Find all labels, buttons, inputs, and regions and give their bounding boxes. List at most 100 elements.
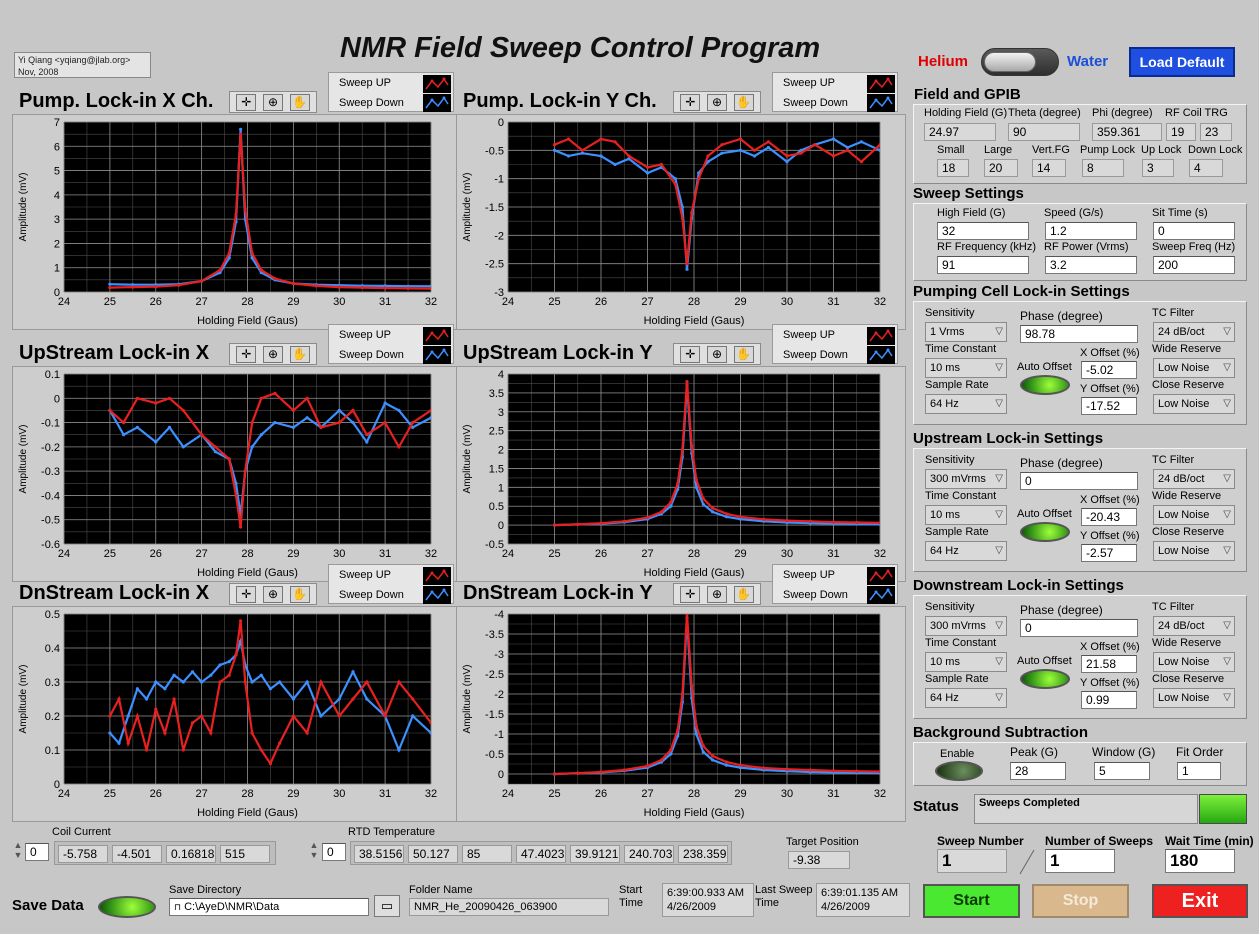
up-wide-reserve-select[interactable]: Low Noise ▽ (1153, 505, 1235, 525)
stop-button[interactable]: Stop (1032, 884, 1129, 918)
zoom-icon[interactable]: ⊕ (262, 585, 283, 603)
pump-auto-offset-toggle[interactable] (1020, 375, 1070, 395)
down-close-reserve-select[interactable]: Low Noise ▽ (1153, 688, 1235, 708)
graph-title: UpStream Lock-in Y (463, 342, 653, 364)
save-data-toggle[interactable] (98, 896, 156, 918)
zoom-icon[interactable]: ⊕ (706, 345, 727, 363)
down-tc-filter-label: TC Filter (1152, 601, 1195, 613)
pump-wide-reserve-select[interactable]: Low Noise ▽ (1153, 358, 1235, 378)
bg-fit-order-input[interactable]: 1 (1177, 762, 1221, 780)
data-point (720, 143, 724, 147)
save-directory-input[interactable]: ⊓ C:\AyeD\NMR\Data (169, 898, 369, 916)
pan-hand-icon[interactable]: ✋ (289, 585, 310, 603)
sweep-freq-label: Sweep Freq (Hz) (1152, 241, 1236, 253)
pan-hand-icon[interactable]: ✋ (289, 93, 310, 111)
number-of-sweeps-input[interactable]: 1 (1045, 849, 1115, 873)
down-x-offset-input[interactable]: 21.58 (1081, 655, 1137, 673)
x-tick-label: 26 (595, 548, 607, 560)
up-x-offset-input[interactable]: -20.43 (1081, 508, 1137, 526)
bg-peak-input[interactable]: 28 (1010, 762, 1066, 780)
exit-button[interactable]: Exit (1152, 884, 1248, 918)
data-point (243, 680, 247, 684)
down-y-offset-input[interactable]: 0.99 (1081, 691, 1137, 709)
down-sample-rate-select[interactable]: 64 Hz ▽ (925, 688, 1007, 708)
data-point (724, 512, 729, 516)
down-auto-offset-toggle[interactable] (1020, 669, 1070, 689)
up-auto-offset-toggle[interactable] (1020, 522, 1070, 542)
data-point (738, 148, 743, 152)
pump-phase-input[interactable]: 98.78 (1020, 325, 1138, 343)
pan-hand-icon[interactable]: ✋ (733, 345, 754, 363)
coil-index-spinner-icon[interactable]: ▲ ▼ (13, 840, 23, 860)
pump-close-reserve-select[interactable]: Low Noise ▽ (1153, 394, 1235, 414)
crosshair-icon[interactable]: ✛ (680, 93, 701, 111)
sweep-freq-input[interactable]: 200 (1153, 256, 1235, 274)
up-time-constant-select[interactable]: 10 ms ▽ (925, 505, 1007, 525)
graph-svg: 24 25 26 27 28 29 30 31 32 0 1 2 3 4 5 6 7 Holding Field … (18, 117, 437, 327)
up-phase-input[interactable]: 0 (1020, 472, 1138, 490)
zoom-icon[interactable]: ⊕ (262, 345, 283, 363)
crosshair-icon[interactable]: ✛ (680, 345, 701, 363)
start-button[interactable]: Start (923, 884, 1020, 918)
pump-sample-rate-select[interactable]: 64 Hz ▽ (925, 394, 1007, 414)
down-sensitivity-select[interactable]: 300 mVrms ▽ (925, 616, 1007, 636)
y-tick-label: -3.5 (485, 629, 504, 641)
mode-switch[interactable] (981, 48, 1059, 76)
data-point (383, 286, 387, 290)
x-tick-label: 26 (595, 296, 607, 308)
data-point (669, 504, 673, 508)
crosshair-icon[interactable]: ✛ (236, 93, 257, 111)
browse-folder-icon[interactable]: ▭ (374, 895, 400, 917)
rf-power-input[interactable]: 3.2 (1045, 256, 1137, 274)
pump-time-constant-select[interactable]: 10 ms ▽ (925, 358, 1007, 378)
y-tick-label: 0 (498, 769, 504, 781)
y-tick-label: 3 (498, 407, 504, 419)
crosshair-icon[interactable]: ✛ (680, 585, 701, 603)
pan-hand-icon[interactable]: ✋ (733, 93, 754, 111)
rtd-index-spinner-icon[interactable]: ▲ ▼ (309, 840, 319, 860)
bg-enable-toggle[interactable] (935, 761, 983, 781)
zoom-icon[interactable]: ⊕ (262, 93, 283, 111)
x-tick-label: 24 (502, 548, 514, 560)
up-tc-filter-select[interactable]: 24 dB/oct ▽ (1153, 469, 1235, 489)
data-point (859, 140, 863, 144)
down-time-constant-select[interactable]: 10 ms ▽ (925, 652, 1007, 672)
up-time-constant-value: 10 ms (930, 509, 960, 521)
load-default-button[interactable]: Load Default (1129, 47, 1235, 77)
coil-index-input[interactable]: 0 (25, 843, 49, 861)
pump-sensitivity-select[interactable]: 1 Vrms ▽ (925, 322, 1007, 342)
up-close-reserve-select[interactable]: Low Noise ▽ (1153, 541, 1235, 561)
sit-time-input[interactable]: 0 (1153, 222, 1235, 240)
up-sensitivity-select[interactable]: 300 mVrms ▽ (925, 469, 1007, 489)
crosshair-icon[interactable]: ✛ (236, 345, 257, 363)
bg-window-input[interactable]: 5 (1094, 762, 1150, 780)
data-point (397, 748, 401, 752)
y-tick-label: -0.5 (485, 145, 504, 157)
data-point (200, 714, 204, 718)
rf-frequency-input[interactable]: 91 (937, 256, 1029, 274)
crosshair-icon[interactable]: ✛ (236, 585, 257, 603)
pump-y-offset-input[interactable]: -17.52 (1081, 397, 1137, 415)
pan-hand-icon[interactable]: ✋ (733, 585, 754, 603)
pump-tc-filter-select[interactable]: 24 dB/oct ▽ (1153, 322, 1235, 342)
x-tick-label: 29 (287, 548, 299, 560)
wait-time-input[interactable]: 180 (1165, 849, 1235, 873)
mode-switch-knob[interactable] (984, 52, 1036, 72)
zoom-icon[interactable]: ⊕ (706, 93, 727, 111)
down-wide-reserve-select[interactable]: Low Noise ▽ (1153, 652, 1235, 672)
rtd-index-input[interactable]: 0 (322, 843, 346, 861)
speed-input[interactable]: 1.2 (1045, 222, 1137, 240)
data-point (250, 256, 254, 260)
down-close-reserve-label: Close Reserve (1152, 673, 1225, 685)
up-x-offset-label: X Offset (%) (1080, 494, 1140, 506)
down-tc-filter-select[interactable]: 24 dB/oct ▽ (1153, 616, 1235, 636)
up-y-offset-input[interactable]: -2.57 (1081, 544, 1137, 562)
data-point (706, 154, 710, 158)
pump-x-offset-input[interactable]: -5.02 (1081, 361, 1137, 379)
pan-hand-icon[interactable]: ✋ (289, 345, 310, 363)
up-sample-rate-select[interactable]: 64 Hz ▽ (925, 541, 1007, 561)
down-phase-input[interactable]: 0 (1020, 619, 1138, 637)
high-field-input[interactable]: 32 (937, 222, 1029, 240)
data-point (738, 515, 743, 519)
zoom-icon[interactable]: ⊕ (706, 585, 727, 603)
